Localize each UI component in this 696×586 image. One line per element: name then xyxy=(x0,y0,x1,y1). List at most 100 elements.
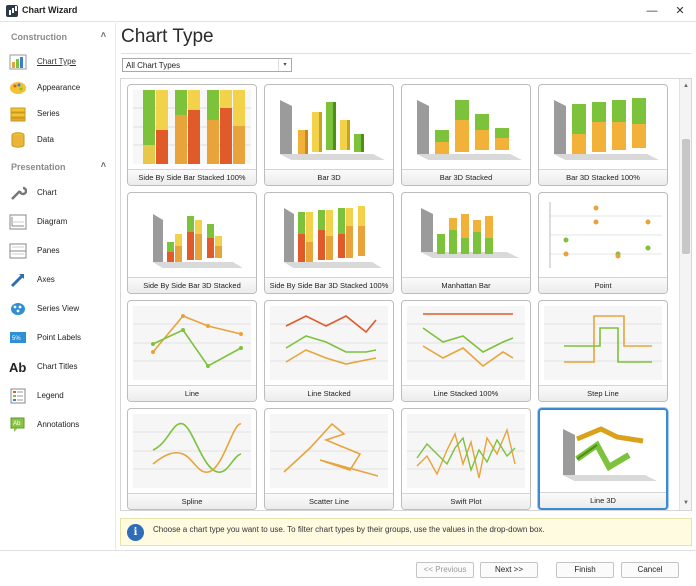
line-thumbnail xyxy=(133,306,251,380)
tile-label: Manhattan Bar xyxy=(402,277,530,293)
tile-scatter-line[interactable]: Scatter Line xyxy=(264,408,394,510)
tile-label: Line Stacked 100% xyxy=(402,385,530,401)
group-presentation[interactable]: Presentation ˄ xyxy=(0,156,116,176)
scroll-up-icon[interactable]: ▲ xyxy=(683,83,689,89)
tile-label: Side By Side Bar 3D Stacked 100% xyxy=(265,277,393,293)
tile-label: Line 3D xyxy=(540,492,666,508)
nav-label: Data xyxy=(37,135,54,144)
tile-line[interactable]: Line xyxy=(127,300,257,402)
tile-step-line[interactable]: Step Line xyxy=(538,300,668,402)
line-3d-thumbnail xyxy=(563,426,657,481)
footer: << Previous Next >> Finish Cancel xyxy=(0,550,696,586)
tile-line-stacked-100[interactable]: Line Stacked 100% xyxy=(401,300,531,402)
previous-button[interactable]: << Previous xyxy=(416,562,474,578)
info-icon: i xyxy=(127,524,144,541)
panes-icon xyxy=(9,243,27,259)
nav-item-diagram[interactable]: Diagram xyxy=(0,210,116,234)
chart-type-filter-dropdown[interactable]: All Chart Types ▾ xyxy=(122,58,292,72)
next-button[interactable]: Next >> xyxy=(480,562,538,578)
swift-plot-thumbnail xyxy=(407,414,525,488)
nav-item-annotations[interactable]: Ab Annotations xyxy=(0,413,116,437)
scroll-down-icon[interactable]: ▼ xyxy=(683,500,689,506)
nav-label: Chart Titles xyxy=(37,362,78,371)
chart-type-icon xyxy=(9,54,27,70)
hint-panel: i Choose a chart type you want to use. T… xyxy=(120,518,692,546)
group-label: Presentation xyxy=(11,162,66,172)
sidebar: Construction ˄ Chart Type Appearance Ser… xyxy=(0,23,116,550)
point-thumbnail xyxy=(544,198,662,272)
app-icon xyxy=(6,5,18,17)
nav-label: Series xyxy=(37,109,60,118)
bar-3d-stacked-100-thumbnail xyxy=(554,98,659,160)
tile-line-stacked[interactable]: Line Stacked xyxy=(264,300,394,402)
tile-swift-plot[interactable]: Swift Plot xyxy=(401,408,531,510)
nav-item-point-labels[interactable]: 5% Point Labels xyxy=(0,326,116,350)
tile-side-by-side-bar-stacked-100[interactable]: Side By Side Bar Stacked 100% xyxy=(127,84,257,186)
nav-item-chart-type[interactable]: Chart Type xyxy=(0,50,116,74)
point-labels-icon: 5% xyxy=(10,332,26,343)
wrench-icon xyxy=(11,186,27,200)
tile-label: Swift Plot xyxy=(402,493,530,509)
gallery-scrollbar[interactable]: ▲ ▼ xyxy=(679,79,691,510)
filter-value: All Chart Types xyxy=(126,61,181,70)
data-icon xyxy=(11,132,25,148)
tile-side-by-side-bar-3d-stacked[interactable]: Side By Side Bar 3D Stacked xyxy=(127,192,257,294)
nav-label: Chart xyxy=(37,188,57,197)
nav-item-series[interactable]: Series xyxy=(0,102,116,126)
close-button[interactable]: ✕ xyxy=(675,5,685,17)
spline-thumbnail xyxy=(133,414,251,488)
tile-label: Side By Side Bar 3D Stacked xyxy=(128,277,256,293)
chevron-up-icon[interactable]: ˄ xyxy=(100,30,106,40)
side-by-side-bar-3d-stacked-thumbnail xyxy=(153,214,243,268)
finish-button[interactable]: Finish xyxy=(556,562,614,578)
tile-bar-3d[interactable]: Bar 3D xyxy=(264,84,394,186)
nav-label: Annotations xyxy=(37,420,80,429)
nav-item-series-view[interactable]: Series View xyxy=(0,297,116,321)
axes-icon xyxy=(10,273,25,288)
nav-item-data[interactable]: Data xyxy=(0,128,116,152)
tile-label: Step Line xyxy=(539,385,667,401)
side-by-side-bar-stacked-100-thumbnail xyxy=(133,90,251,164)
nav-label: Axes xyxy=(37,275,55,284)
step-line-thumbnail xyxy=(544,306,662,380)
tile-label: Bar 3D Stacked 100% xyxy=(539,169,667,185)
nav-item-axes[interactable]: Axes xyxy=(0,268,116,292)
nav-item-chart[interactable]: Chart xyxy=(0,181,116,205)
side-by-side-bar-3d-stacked-100-thumbnail xyxy=(284,206,382,268)
chart-type-gallery: Side By Side Bar Stacked 100% Bar 3D xyxy=(120,78,692,511)
tile-bar-3d-stacked[interactable]: Bar 3D Stacked xyxy=(401,84,531,186)
window-title: Chart Wizard xyxy=(22,5,78,15)
nav-item-panes[interactable]: Panes xyxy=(0,239,116,263)
tile-label: Side By Side Bar Stacked 100% xyxy=(128,169,256,185)
chevron-down-icon[interactable]: ▾ xyxy=(278,59,291,71)
tile-bar-3d-stacked-100[interactable]: Bar 3D Stacked 100% xyxy=(538,84,668,186)
tile-line-3d[interactable]: Line 3D xyxy=(538,408,668,510)
nav-item-legend[interactable]: Legend xyxy=(0,384,116,408)
tile-side-by-side-bar-3d-stacked-100[interactable]: Side By Side Bar 3D Stacked 100% xyxy=(264,192,394,294)
tile-label: Line xyxy=(128,385,256,401)
chevron-up-icon[interactable]: ˄ xyxy=(100,160,106,170)
tile-point[interactable]: Point xyxy=(538,192,668,294)
nav-label: Series View xyxy=(37,304,80,313)
nav-label: Panes xyxy=(37,246,60,255)
annotations-icon: Ab xyxy=(10,417,25,432)
group-construction[interactable]: Construction ˄ xyxy=(0,26,116,46)
title-bar: Chart Wizard — ✕ xyxy=(0,0,696,22)
tile-spline[interactable]: Spline xyxy=(127,408,257,510)
main-panel: Chart Type All Chart Types ▾ Side By Sid… xyxy=(117,23,696,550)
bar-3d-stacked-thumbnail xyxy=(417,100,522,160)
page-title: Chart Type xyxy=(121,26,214,47)
nav-label: Chart Type xyxy=(37,57,76,66)
manhattan-bar-thumbnail xyxy=(421,208,519,258)
minimize-button[interactable]: — xyxy=(646,5,658,17)
scatter-line-thumbnail xyxy=(270,414,388,488)
legend-icon xyxy=(10,388,26,404)
svg-text:Ab: Ab xyxy=(13,421,21,427)
series-view-icon xyxy=(11,303,25,315)
series-icon xyxy=(10,107,26,122)
nav-item-chart-titles[interactable]: Ab Chart Titles xyxy=(0,355,116,379)
tile-manhattan-bar[interactable]: Manhattan Bar xyxy=(401,192,531,294)
nav-item-appearance[interactable]: Appearance xyxy=(0,76,116,100)
scrollbar-thumb[interactable] xyxy=(682,139,690,254)
cancel-button[interactable]: Cancel xyxy=(621,562,679,578)
